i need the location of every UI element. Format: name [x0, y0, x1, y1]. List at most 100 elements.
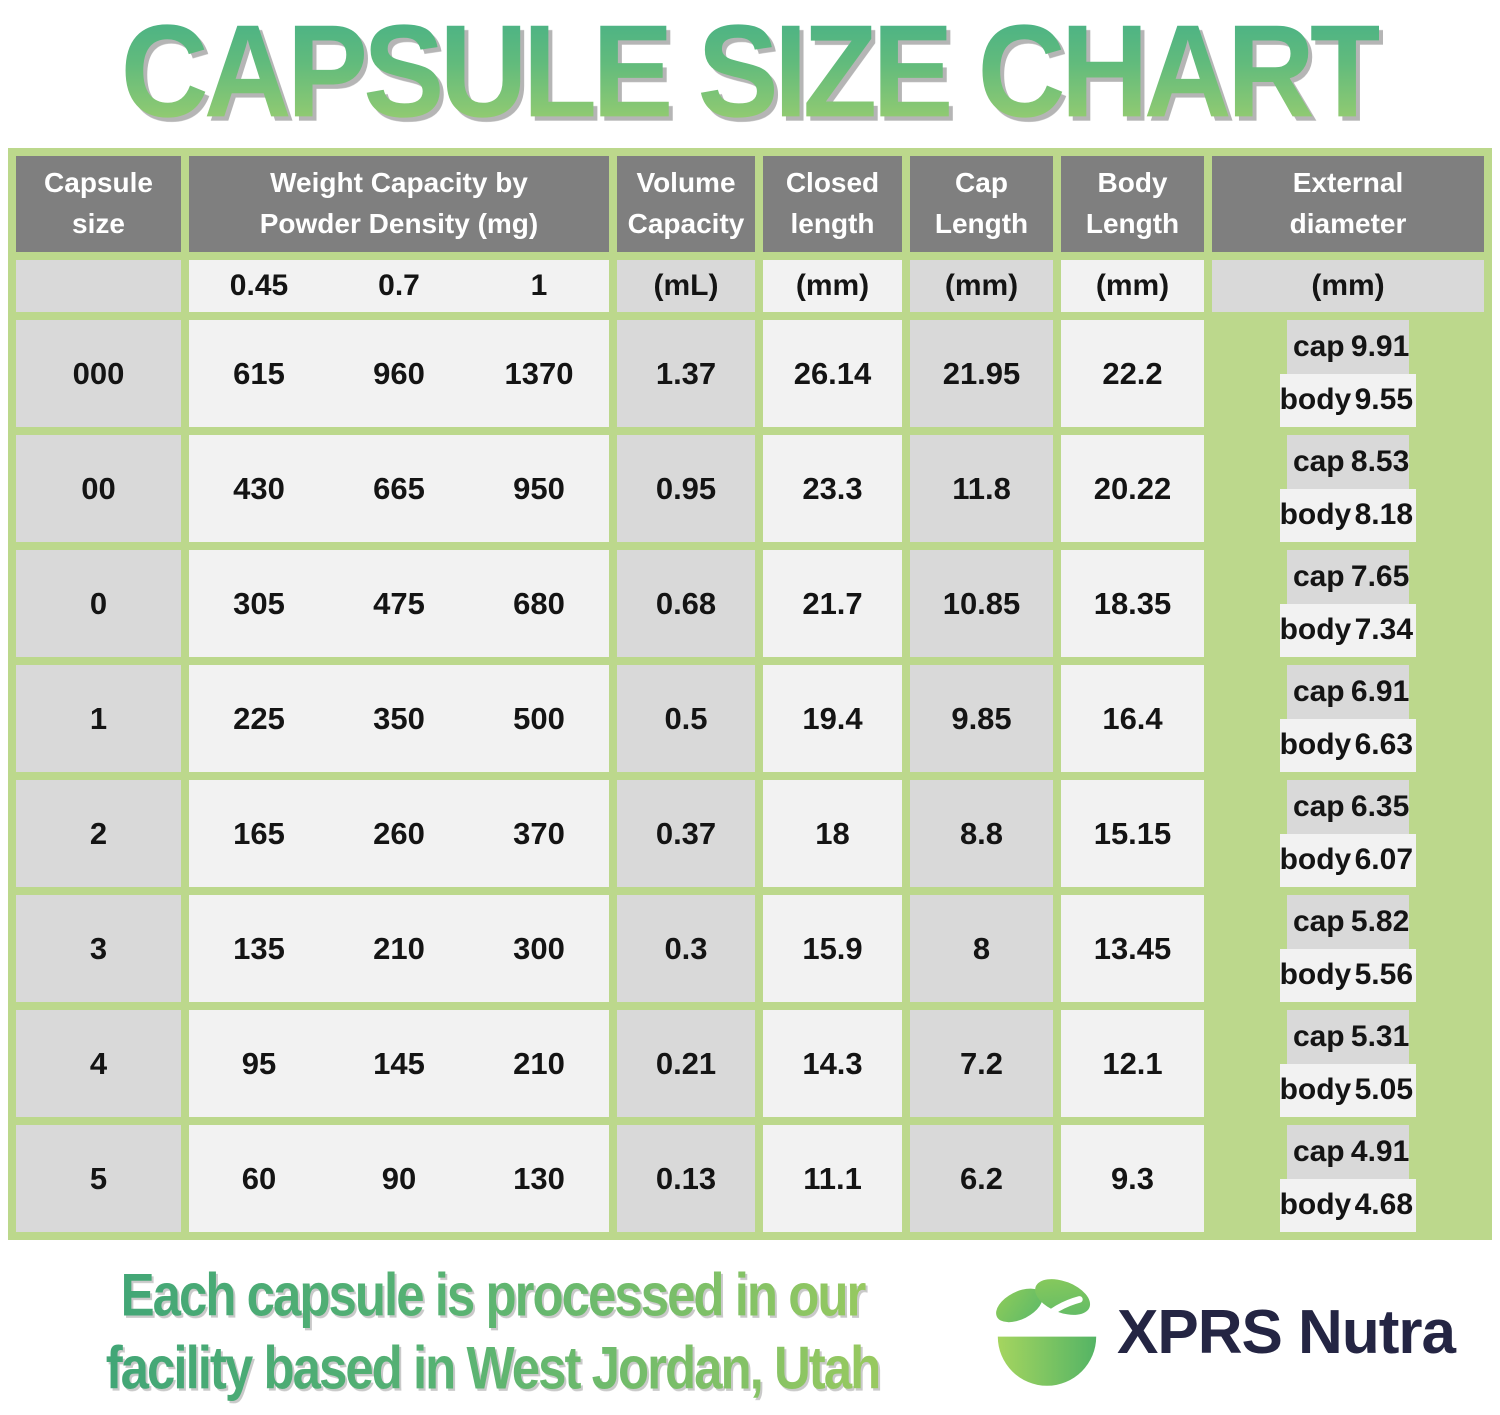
external-cap-row: cap 6.35	[1286, 780, 1410, 834]
density-07: 0.7	[378, 269, 420, 302]
external-body-row: body 5.05	[1279, 1063, 1417, 1117]
body-label: body	[1279, 613, 1352, 647]
cell-body-length: 20.22	[1061, 435, 1204, 542]
body-diameter-value: 7.34	[1354, 613, 1414, 647]
subheader-volume-unit: (mL)	[617, 260, 755, 312]
cell-weight-1: 370	[513, 815, 565, 851]
body-label: body	[1279, 498, 1352, 532]
cell-weight-045: 305	[233, 585, 285, 621]
col-header-closed-length: Closed length	[763, 156, 902, 252]
subheader-empty	[16, 260, 181, 312]
cell-weight-1: 210	[513, 1045, 565, 1081]
density-045: 0.45	[229, 269, 289, 302]
footer-tagline-line2: facility based in West Jordan, Utah	[105, 1334, 880, 1403]
cell-weight-capacity: 615 960 1370	[189, 320, 609, 427]
cell-external-diameter: cap 8.53 body 8.18	[1212, 435, 1484, 542]
brand-name: XPRS Nutra	[1117, 1298, 1456, 1367]
col-header-capsule-size: Capsule size	[16, 156, 181, 252]
cell-body-length: 9.3	[1061, 1125, 1204, 1232]
col-header-weight-capacity: Weight Capacity by Powder Density (mg)	[189, 156, 609, 252]
body-diameter-value: 9.55	[1354, 383, 1414, 417]
cell-weight-07: 90	[381, 1160, 417, 1196]
brand: XPRS Nutra	[987, 1273, 1456, 1393]
external-cap-row: cap 7.65	[1286, 550, 1410, 604]
cell-cap-length: 9.85	[910, 665, 1053, 772]
cell-external-diameter: cap 5.82 body 5.56	[1212, 895, 1484, 1002]
cell-cap-length: 11.8	[910, 435, 1053, 542]
cell-weight-1: 950	[513, 470, 565, 506]
cell-weight-045: 135	[233, 930, 285, 966]
cell-body-length: 18.35	[1061, 550, 1204, 657]
body-label: body	[1279, 843, 1352, 877]
cell-capsule-size: 00	[16, 435, 181, 542]
cap-label: cap	[1292, 1019, 1345, 1053]
cell-body-length: 16.4	[1061, 665, 1204, 772]
body-diameter-value: 6.07	[1354, 843, 1414, 877]
footer-tagline-line1: Each capsule is processed in our	[120, 1261, 865, 1329]
cell-cap-length: 10.85	[910, 550, 1053, 657]
external-cap-row: cap 9.91	[1286, 320, 1410, 374]
external-body-row: body 8.18	[1279, 488, 1417, 542]
cell-body-length: 13.45	[1061, 895, 1204, 1002]
cap-label: cap	[1292, 789, 1345, 823]
body-diameter-value: 8.18	[1354, 498, 1414, 532]
col-header-volume-capacity: Volume Capacity	[617, 156, 755, 252]
cell-volume-capacity: 0.37	[617, 780, 755, 887]
cell-weight-capacity: 60 90 130	[189, 1125, 609, 1232]
cell-weight-07: 210	[373, 930, 425, 966]
body-label: body	[1279, 383, 1352, 417]
cell-body-length: 12.1	[1061, 1010, 1204, 1117]
subheader-closed-unit: (mm)	[763, 260, 902, 312]
cell-closed-length: 15.9	[763, 895, 902, 1002]
cell-cap-length: 8.8	[910, 780, 1053, 887]
external-body-row: body 9.55	[1279, 373, 1417, 427]
cell-weight-045: 165	[233, 815, 285, 851]
cell-weight-07: 475	[373, 585, 425, 621]
cap-label: cap	[1292, 1134, 1345, 1168]
col-header-external-diameter: External diameter	[1212, 156, 1484, 252]
cell-weight-1: 1370	[504, 355, 574, 391]
cell-weight-capacity: 305 475 680	[189, 550, 609, 657]
cell-weight-1: 300	[513, 930, 565, 966]
cell-external-diameter: cap 6.91 body 6.63	[1212, 665, 1484, 772]
cell-weight-capacity: 135 210 300	[189, 895, 609, 1002]
cell-weight-capacity: 225 350 500	[189, 665, 609, 772]
external-body-row: body 5.56	[1279, 948, 1417, 1002]
page-title: CAPSULE SIZE CHART	[121, 0, 1385, 147]
cell-body-length: 15.15	[1061, 780, 1204, 887]
external-cap-row: cap 5.82	[1286, 895, 1410, 949]
footer: Each capsule is processed in our facilit…	[0, 1250, 1500, 1415]
cell-body-length: 22.2	[1061, 320, 1204, 427]
cap-label: cap	[1292, 444, 1345, 478]
capsule-size-table: Capsule size Weight Capacity by Powder D…	[8, 148, 1492, 1240]
cell-volume-capacity: 0.3	[617, 895, 755, 1002]
cell-capsule-size: 5	[16, 1125, 181, 1232]
body-diameter-value: 4.68	[1354, 1188, 1414, 1222]
cell-closed-length: 26.14	[763, 320, 902, 427]
cell-cap-length: 6.2	[910, 1125, 1053, 1232]
cell-weight-capacity: 165 260 370	[189, 780, 609, 887]
cell-weight-capacity: 95 145 210	[189, 1010, 609, 1117]
cap-diameter-value: 6.91	[1350, 674, 1410, 708]
cell-cap-length: 8	[910, 895, 1053, 1002]
body-label: body	[1279, 728, 1352, 762]
cell-volume-capacity: 0.21	[617, 1010, 755, 1117]
body-label: body	[1279, 1073, 1352, 1107]
cell-cap-length: 7.2	[910, 1010, 1053, 1117]
body-diameter-value: 5.56	[1354, 958, 1414, 992]
cap-diameter-value: 8.53	[1350, 444, 1410, 478]
external-cap-row: cap 8.53	[1286, 435, 1410, 489]
cell-closed-length: 14.3	[763, 1010, 902, 1117]
cap-diameter-value: 4.91	[1350, 1134, 1410, 1168]
cell-external-diameter: cap 7.65 body 7.34	[1212, 550, 1484, 657]
cell-capsule-size: 4	[16, 1010, 181, 1117]
cap-label: cap	[1292, 559, 1345, 593]
cap-diameter-value: 7.65	[1350, 559, 1410, 593]
cell-weight-1: 680	[513, 585, 565, 621]
cap-diameter-value: 5.31	[1350, 1019, 1410, 1053]
body-label: body	[1279, 1188, 1352, 1222]
cell-capsule-size: 1	[16, 665, 181, 772]
cell-weight-045: 615	[233, 355, 285, 391]
body-diameter-value: 6.63	[1354, 728, 1414, 762]
cell-capsule-size: 3	[16, 895, 181, 1002]
